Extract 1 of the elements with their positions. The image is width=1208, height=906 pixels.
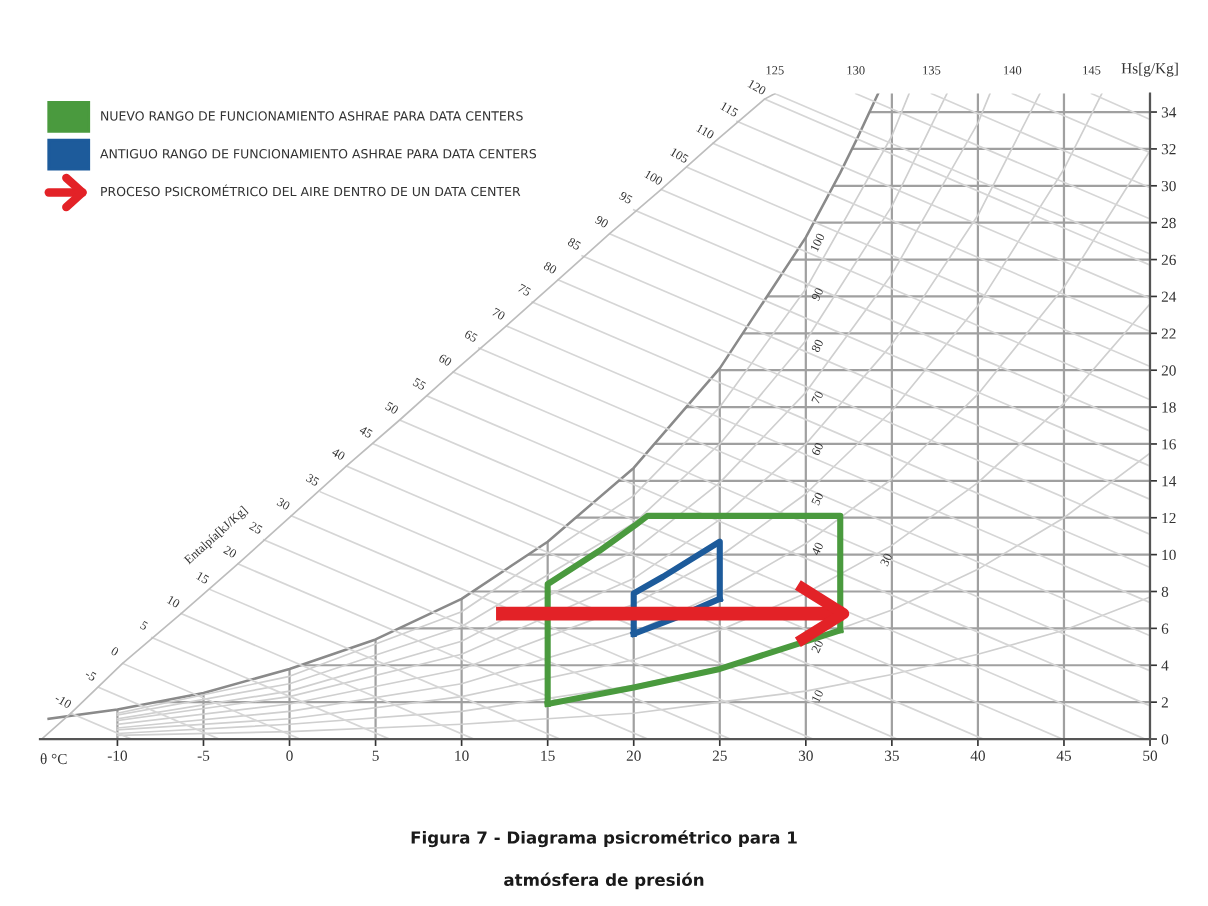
chart-title: Figura 7 - Diagrama psicrométrico para 1 atmósfera de presión <box>411 830 797 890</box>
